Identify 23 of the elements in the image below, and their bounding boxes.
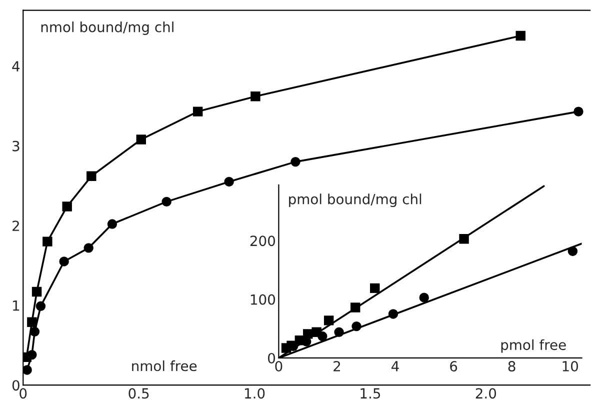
x-tick-label: 1.5 bbox=[360, 388, 380, 399]
x-tick-label: 6 bbox=[450, 361, 458, 372]
y-tick-label: 4 bbox=[12, 61, 20, 72]
x-axis-title: pmol free bbox=[501, 339, 566, 353]
y-tick-label: 100 bbox=[250, 294, 276, 305]
y-axis-title: pmol bound/mg chl bbox=[289, 194, 422, 208]
x-tick-label: 10 bbox=[562, 361, 578, 372]
y-tick-label: 200 bbox=[250, 236, 276, 246]
y-tick-label: 0 bbox=[12, 380, 20, 391]
x-tick-label: 0.5 bbox=[128, 388, 149, 399]
x-tick-label: 0 bbox=[275, 361, 282, 372]
y-tick-label: 1 bbox=[13, 300, 20, 311]
x-tick-label: 4 bbox=[392, 361, 399, 372]
x-tick-label: 1.0 bbox=[245, 388, 265, 399]
x-tick-label: 8 bbox=[508, 361, 516, 372]
y-tick-label: 2 bbox=[12, 220, 19, 231]
x-tick-label: 2 bbox=[334, 361, 340, 372]
x-tick-label: 2.0 bbox=[476, 388, 496, 399]
x-tick-label: 0 bbox=[20, 388, 27, 399]
x-axis-title: nmol free bbox=[132, 360, 197, 372]
y-axis-title: nmol bound/mg chl bbox=[41, 22, 174, 35]
y-tick-label: 3 bbox=[12, 140, 20, 152]
y-tick-label: 0 bbox=[268, 352, 276, 364]
